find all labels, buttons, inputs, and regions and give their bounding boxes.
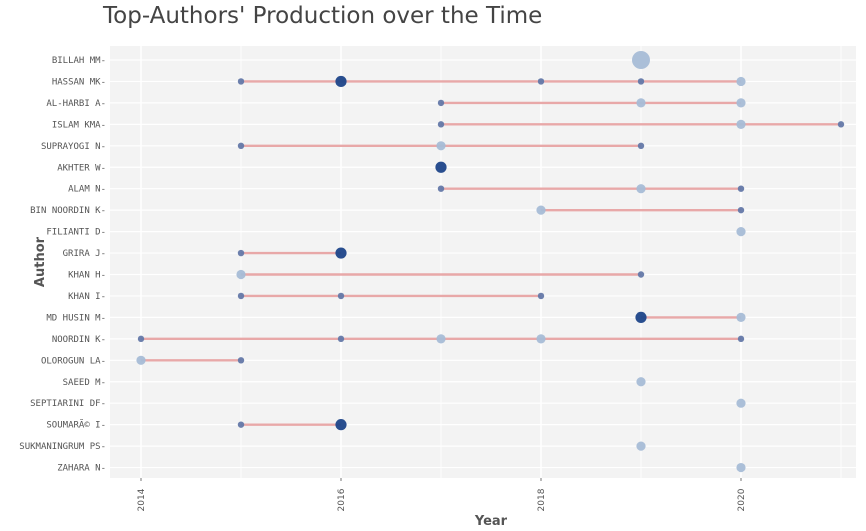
x-tick-labels: 2014 2016 2018 2020 [137,478,747,511]
x-axis-label: Year [474,514,508,529]
author-point [837,121,845,128]
author-point [632,51,650,69]
author-point [736,76,746,87]
author-point [737,335,745,343]
author-point [237,78,245,85]
author-point [737,185,745,192]
y-tick-label: SUPRAYOGI N- [41,142,106,152]
x-tick-label: 2020 [737,488,747,511]
x-tick-label: 2014 [137,488,147,511]
author-point [637,142,645,149]
author-point [636,377,646,387]
y-tick-label: BILLAH MM- [52,56,106,66]
y-tick-label: SEPTIARINI DF- [30,399,106,409]
author-point [437,99,445,107]
x-tick-label: 2018 [537,488,547,511]
author-point [736,227,746,237]
author-points [136,51,845,473]
author-point [636,441,646,451]
y-tick-label: KHAN H- [68,271,106,281]
author-point [436,141,446,151]
x-tick-label: 2016 [337,488,347,511]
author-point [237,142,245,149]
y-tick-label: NOORDIN K- [52,335,106,345]
author-point [536,334,546,344]
author-point [137,335,145,343]
author-point [237,357,245,364]
y-tick-label: MD HUSIN M- [46,313,106,323]
author-point [635,311,647,323]
author-point [736,312,746,322]
y-tick-label: ISLAM KMA- [52,120,106,130]
author-point [637,78,645,85]
author-point [737,206,745,214]
y-tick-label: ALAM N- [68,185,106,195]
author-point [236,269,246,280]
author-point [237,249,245,257]
author-point [537,292,545,300]
author-point [237,292,245,300]
author-point [636,98,646,108]
y-tick-label: FILIANTI D- [46,228,106,238]
y-tick-label: AKHTER W- [57,163,106,173]
author-point [637,271,645,278]
author-point [436,334,446,344]
chart-title: Top-Authors' Production over the Time [103,3,543,29]
y-tick-label: SUKMANINGRUM PS- [19,442,106,452]
y-tick-label: HASSAN MK- [52,77,106,87]
y-tick-label: SAEED M- [63,378,106,388]
y-tick-label: GRIRA J- [63,249,106,259]
y-tick-label: BIN NOORDIN K- [30,206,106,216]
y-axis-label: Author [33,236,48,287]
author-point [237,421,245,428]
author-point [337,292,345,300]
author-point [437,121,445,128]
y-tick-labels: BILLAH MM- HASSAN MK- AL-HARBI A- ISLAM KMA… [19,56,106,474]
author-point [537,78,545,85]
author-point [335,419,347,431]
y-tick-label: ZAHARA N- [57,464,106,474]
author-point [335,247,347,259]
author-point [335,75,347,88]
author-segments [141,80,841,426]
author-point [337,335,345,343]
author-point [437,185,445,192]
author-point [736,119,746,129]
author-point [435,161,447,173]
y-tick-label: KHAN I- [68,292,106,302]
y-tick-label: OLOROGUN LA- [41,356,106,366]
author-point [536,205,546,215]
author-point [736,98,746,108]
author-point [736,398,746,408]
plot-panel [110,46,856,478]
y-tick-label: SOUMARÃ© I- [46,420,106,431]
author-point [736,462,746,473]
y-tick-label: AL-HARBI A- [46,99,106,109]
author-point [136,355,146,365]
author-point [636,184,646,194]
